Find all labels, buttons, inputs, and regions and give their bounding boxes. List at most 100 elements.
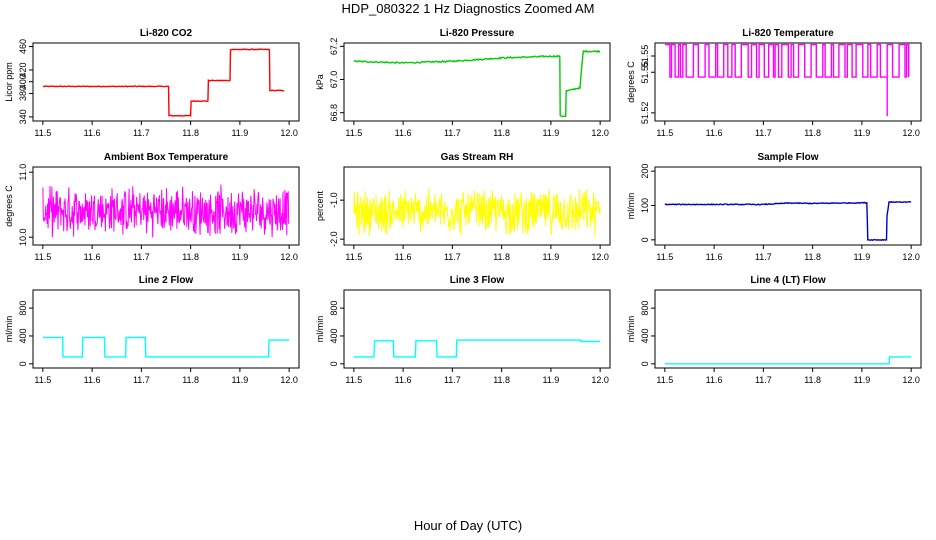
- plot-frame: [32, 166, 300, 246]
- x-tick-label: 11.8: [182, 252, 199, 262]
- y-axis-label: ml/min: [626, 193, 636, 220]
- panel-title: Gas Stream RH: [441, 152, 514, 163]
- x-tick-label: 11.7: [755, 128, 772, 138]
- x-tick-label: 12.0: [280, 252, 298, 262]
- panel-title: Li-820 CO2: [140, 28, 193, 39]
- x-axis-caption: Hour of Day (UTC): [413, 518, 523, 533]
- y-axis-label: ml/min: [4, 316, 14, 343]
- x-tick-label: 11.5: [656, 375, 673, 385]
- panel-title: Line 4 (LT) Flow: [750, 275, 826, 286]
- figure-title: HDP_080322 1 Hz Diagnostics Zoomed AM: [341, 1, 595, 16]
- x-tick-label: 11.6: [706, 375, 723, 385]
- x-tick-label: 11.9: [853, 128, 870, 138]
- panel-title: Ambient Box Temperature: [104, 152, 229, 163]
- y-axis-label: percent: [315, 190, 325, 221]
- y-tick-label: 10.0: [18, 228, 28, 246]
- series-line: [353, 188, 601, 236]
- plot-frame: [654, 166, 922, 246]
- x-tick-label: 11.9: [542, 375, 559, 385]
- x-tick-label: 11.8: [493, 128, 510, 138]
- x-tick-label: 11.5: [345, 252, 362, 262]
- x-tick-label: 11.6: [395, 128, 412, 138]
- x-tick-label: 11.8: [804, 375, 821, 385]
- x-tick-label: 11.7: [444, 375, 461, 385]
- panel-title: Line 3 Flow: [450, 275, 505, 286]
- y-tick-label: 800: [329, 301, 339, 316]
- x-tick-label: 11.6: [84, 375, 101, 385]
- x-tick-label: 11.5: [345, 375, 362, 385]
- panel-4: Ambient Box Temperature 11.5 11.6 11.7 11.8 1…: [4, 152, 300, 262]
- x-tick-label: 11.7: [444, 252, 461, 262]
- x-tick-label: 11.6: [395, 375, 412, 385]
- panel-7: Line 2 Flow 11.5 11.6 11.7 11.8 11.9 12.0 0 400 8…: [4, 275, 300, 385]
- panel-3: Li-820 Temperature 11.5 11.6 11.7 11.8 11.9 12…: [626, 28, 922, 138]
- x-tick-label: 11.8: [182, 128, 199, 138]
- y-tick-label: 66.8: [329, 104, 339, 122]
- x-tick-label: 11.9: [231, 375, 248, 385]
- y-axis-label: ml/min: [315, 316, 325, 343]
- x-tick-label: 12.0: [902, 252, 920, 262]
- x-tick-label: 11.7: [755, 375, 772, 385]
- series-line: [353, 339, 601, 358]
- y-tick-label: 0: [640, 361, 650, 366]
- x-tick-label: 11.7: [444, 128, 461, 138]
- panel-title: Li-820 Pressure: [440, 28, 515, 39]
- series-line: [42, 48, 285, 117]
- x-tick-label: 11.6: [706, 252, 723, 262]
- y-axis-label: degrees C: [4, 185, 14, 227]
- y-tick-label: 400: [18, 328, 28, 343]
- x-tick-label: 11.9: [853, 375, 870, 385]
- x-tick-label: 11.6: [706, 128, 723, 138]
- series-line: [664, 43, 910, 117]
- x-tick-label: 11.8: [493, 375, 510, 385]
- y-tick-label: 0: [329, 361, 339, 366]
- x-tick-label: 11.7: [755, 252, 772, 262]
- y-axis-label: degrees C: [626, 61, 636, 103]
- x-tick-label: 12.0: [591, 375, 609, 385]
- plot-frame: [32, 289, 300, 369]
- x-tick-label: 11.5: [34, 252, 51, 262]
- panel-6: Sample Flow 11.5 11.6 11.7 11.8 11.9 12.0 0 100 2…: [626, 152, 922, 262]
- y-tick-label: 800: [18, 301, 28, 316]
- plot-frame: [32, 42, 300, 122]
- x-tick-label: 11.8: [804, 252, 821, 262]
- panel-title: Li-820 Temperature: [742, 28, 834, 39]
- plot-frame: [343, 166, 611, 246]
- x-tick-label: 12.0: [902, 375, 920, 385]
- y-tick-label: 51.55: [640, 61, 650, 84]
- panel-9: Line 4 (LT) Flow 11.5 11.6 11.7 11.8 11.9 12.0…: [626, 275, 922, 385]
- x-tick-label: 11.6: [84, 252, 101, 262]
- y-tick-label: 0: [18, 361, 28, 366]
- x-tick-label: 12.0: [280, 375, 298, 385]
- x-tick-label: 11.8: [182, 375, 199, 385]
- x-tick-label: 11.5: [656, 252, 673, 262]
- panel-5: Gas Stream RH 11.5 11.6 11.7 11.8 11.9 12.0 -2.…: [315, 152, 611, 262]
- x-tick-label: 11.8: [493, 252, 510, 262]
- x-tick-label: 11.9: [853, 252, 870, 262]
- x-tick-label: 12.0: [591, 128, 609, 138]
- panel-title: Sample Flow: [757, 152, 818, 163]
- y-tick-label: 51.55: [640, 45, 650, 68]
- series-line: [42, 184, 290, 238]
- series-line: [42, 336, 290, 358]
- y-tick-label: 11.0: [18, 164, 28, 181]
- y-tick-label: -1.0: [329, 192, 339, 208]
- x-tick-label: 11.7: [133, 252, 150, 262]
- y-tick-label: 67.2: [329, 38, 339, 56]
- series-line: [664, 200, 912, 242]
- y-tick-label: 51.52: [640, 102, 650, 125]
- x-tick-label: 11.6: [84, 128, 101, 138]
- y-tick-label: 0: [640, 237, 650, 242]
- x-tick-label: 11.5: [34, 375, 51, 385]
- y-tick-label: 400: [640, 328, 650, 343]
- y-axis-label: Licor ppm: [4, 62, 14, 102]
- panel-1: Li-820 CO2 11.5 11.6 11.7 11.8 11.9 12.0 340 380…: [4, 28, 300, 138]
- y-tick-label: 380: [18, 86, 28, 101]
- panel-title: Line 2 Flow: [139, 275, 194, 286]
- y-tick-label: 800: [640, 301, 650, 316]
- y-tick-label: 400: [18, 74, 28, 89]
- y-tick-label: 460: [18, 39, 28, 54]
- x-tick-label: 11.9: [542, 252, 559, 262]
- x-tick-label: 11.5: [656, 128, 673, 138]
